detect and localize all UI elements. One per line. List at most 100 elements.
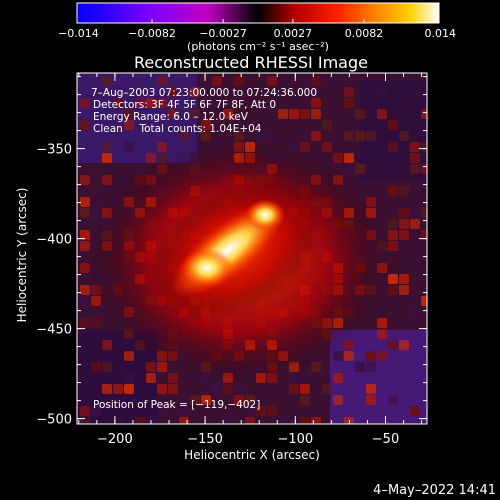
image-pixel [289,109,299,119]
colorbar: −0.014 −0.0082 −0.0027 0.0027 0.0082 0.014 (p… [58,2,456,53]
image-pixel [267,76,277,86]
image-pixel [80,406,90,416]
image-pixel [333,153,343,163]
image-pixel [234,76,244,86]
plot-frame [76,72,428,425]
image-pixel [190,109,200,119]
image-pixel [410,153,420,163]
image-pixel [300,384,310,394]
image-pixel [322,142,332,152]
image-pixel [355,164,365,174]
image-pixel [421,109,427,119]
image-pixel [333,351,343,361]
image-pixel [344,87,354,97]
image-pixel [124,142,134,152]
image-pixel [102,175,112,185]
image-pixel [366,395,376,405]
image-pixel [311,76,321,86]
colorbar-ticks: −0.014 −0.0082 −0.0027 0.0027 0.0082 0.014 [58,19,456,40]
annotation-detectors: Detectors: 3F 4F 5F 6F 7F 8F, Att 0 [93,99,276,111]
image-pixel [179,406,189,416]
image-pixel [80,197,90,207]
image-pixel [366,131,376,141]
colorbar-tick-label: −0.014 [58,27,99,40]
image-pixel [289,384,299,394]
image-pixel [80,120,90,130]
colorbar-unit-label: (photons cm⁻² s⁻¹ asec⁻²) [187,40,329,53]
image-pixel [102,340,112,350]
image-pixel [399,131,409,141]
image-pixel [102,153,112,163]
image-pixel [102,142,112,152]
annotations: 7–Aug–2003 07:23:00.000 to 07:24:36.000 … [91,87,317,411]
image-pixel [102,76,112,86]
image-pixel [311,131,321,141]
image-pixel [157,76,167,86]
y-tick-label: −400 [36,233,72,248]
image-pixel [388,219,398,229]
colorbar-tick-label: 0.0027 [274,27,313,40]
image-pixel [300,142,310,152]
image-pixel [410,164,420,174]
image-pixel [410,142,420,152]
image-pixel [146,98,156,108]
image-pixel [201,395,211,405]
image-pixel [267,131,277,141]
image-pixel [366,351,376,361]
image-pixel [410,208,420,218]
y-tick-label: −450 [36,323,72,338]
image-pixel [377,318,387,328]
image-pixel [102,384,112,394]
image-pixel [223,109,233,119]
image-pixel [91,318,101,328]
image-pixel [421,142,427,152]
image-pixel [91,208,101,218]
y-axis-label: Heliocentric Y (arcsec) [15,188,29,323]
image-pixel [179,131,189,141]
image-pixel [190,87,200,97]
image-pixel [399,219,409,229]
image-pixel [113,98,123,108]
x-axis-label: Heliocentric X (arcsec) [184,448,320,462]
image-pixel [399,230,409,240]
image-pixel [212,76,222,86]
image-pixel [311,109,321,119]
image-pixel [300,395,310,405]
x-tick-label: −100 [277,432,313,447]
image-pixel [146,153,156,163]
image-pixel [113,417,123,424]
image-pixel [410,406,420,416]
colorbar-tick-label: −0.0082 [128,27,176,40]
annotation-time-range: 7–Aug–2003 07:23:00.000 to 07:24:36.000 [91,87,317,99]
image-pixel [311,417,321,424]
image-pixel [344,164,354,174]
image-pixel [388,285,398,295]
image-pixel [399,340,409,350]
image-pixel [91,362,101,372]
image-pixel [344,153,354,163]
image-pixel [168,87,178,97]
image-pixel [256,131,266,141]
image-pixel [300,417,310,424]
image-pixel [377,351,387,361]
colorbar-tick-label: −0.0027 [199,27,247,40]
image-pixel [388,274,398,284]
image-pixel [344,351,354,361]
image-pixel [245,417,255,424]
image-pixel [355,109,365,119]
image-pixel [80,208,90,218]
image-pixel [135,98,145,108]
image-pixel [256,406,266,416]
annotation-peak: Position of Peak = [−119,−402] [93,399,260,411]
image-pixel [333,373,343,383]
x-tick-label: −200 [97,432,133,447]
image-pixel [201,131,211,141]
image-pixel [157,142,167,152]
image-pixel [377,329,387,339]
image-pixel [102,362,112,372]
image-pixel [124,351,134,361]
y-tick-label: −500 [36,413,72,428]
image-pixel [399,285,409,295]
image-pixel [399,274,409,284]
